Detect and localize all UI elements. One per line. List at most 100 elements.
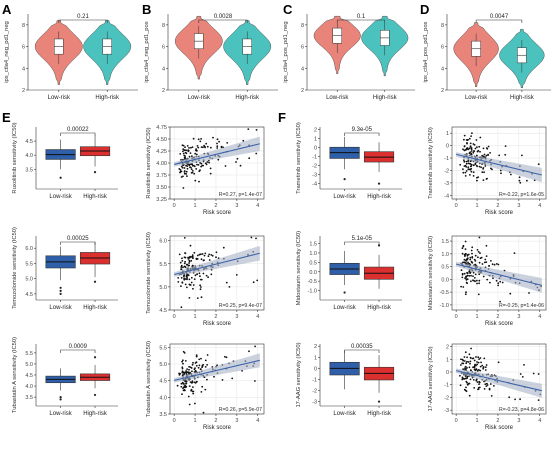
scatter-point xyxy=(504,145,507,148)
scatter-point xyxy=(195,257,198,260)
x-tick-label: High-risk xyxy=(83,305,108,311)
y-tick-label: 0.5 xyxy=(309,260,317,266)
box-panel-F3: -1.0 -0.5 0.0 0.5 1.0 1.5 Midostaurin sensitiv… xyxy=(296,231,402,311)
scatter-point xyxy=(478,386,481,389)
y-tick-label: 4 xyxy=(22,66,25,72)
scatter-point xyxy=(203,254,206,257)
scatter-point xyxy=(486,382,488,385)
x-axis-label: Risk score xyxy=(485,425,514,431)
scatter-point xyxy=(468,394,471,397)
scatter-point xyxy=(465,258,468,260)
scatter-point xyxy=(182,359,184,362)
scatter-point xyxy=(480,256,483,259)
scatter-point xyxy=(486,278,489,281)
scatter-point xyxy=(479,365,482,368)
scatter-point xyxy=(180,276,183,279)
scatter-point xyxy=(476,363,479,366)
y-axis-label: Midostaurin sensitivity (IC50) xyxy=(428,236,434,310)
scatter-point xyxy=(191,264,194,267)
scatter-point xyxy=(470,135,472,138)
scatter-point xyxy=(208,253,211,256)
scatter-point xyxy=(484,165,487,167)
scatter-point xyxy=(188,297,191,299)
scatter-point xyxy=(184,384,187,387)
scatter-point xyxy=(489,383,492,385)
scatter-point xyxy=(186,368,189,370)
scatter-point xyxy=(532,372,535,375)
scatter-point xyxy=(255,129,258,131)
scatter-point xyxy=(206,354,209,356)
y-axis-label: 17-AAG sensitivity (IC50) xyxy=(296,342,302,407)
significance-bracket xyxy=(475,19,523,23)
y-axis-label: ips_ctla4_pos_pd1_pos xyxy=(423,21,429,82)
plot-frame xyxy=(451,343,547,415)
scatter-point xyxy=(463,160,466,163)
scatter-point xyxy=(193,251,196,254)
y-axis-label: ips_ctla4_neg_pd1_pos xyxy=(144,21,150,82)
scatter-point xyxy=(198,180,200,183)
scatter-point xyxy=(236,157,239,160)
scatter-point xyxy=(468,366,471,369)
x-tick-label: 4 xyxy=(538,418,541,424)
scatter-point xyxy=(222,246,225,249)
scatter-point xyxy=(181,260,184,262)
scatter-point xyxy=(184,266,187,268)
scatter-point xyxy=(212,136,214,139)
scatter-point xyxy=(469,272,471,274)
scatter-point xyxy=(485,154,488,157)
scatter-point xyxy=(466,381,468,384)
scatter-point xyxy=(466,142,468,145)
scatter-point xyxy=(487,145,490,148)
scatter-point xyxy=(460,358,462,361)
scatter-point xyxy=(470,165,472,168)
scatter-point xyxy=(464,171,467,174)
x-tick-label: 4 xyxy=(538,203,541,209)
scatter-point xyxy=(499,300,501,303)
scatter-point xyxy=(194,274,197,277)
regression-line xyxy=(174,252,260,276)
scatter-point xyxy=(500,172,502,175)
p-value-label: 5.1e-05 xyxy=(352,236,373,242)
scatter-point xyxy=(188,365,191,368)
y-tick-label: -4 xyxy=(444,193,449,199)
scatter-point xyxy=(470,167,473,170)
scatter-point xyxy=(182,389,185,392)
scatter-point xyxy=(464,377,467,380)
scatter-point xyxy=(499,280,502,283)
scatter-point xyxy=(461,276,464,279)
scatter-point xyxy=(459,163,462,166)
significance-bracket xyxy=(344,132,380,136)
scatter-point xyxy=(472,279,474,282)
panel-letter-C: C xyxy=(283,2,293,17)
scatter-point xyxy=(193,165,196,168)
scatter-point xyxy=(183,149,186,152)
scatter-point xyxy=(190,276,193,279)
scatter-panel-E4: 4.5 5.0 5.5 6.0 Temozolomide sensitivity (IC… xyxy=(146,232,265,327)
scatter-point xyxy=(462,368,464,370)
x-tick-label: Low-risk xyxy=(49,305,72,311)
y-tick-label: 2 xyxy=(441,88,444,94)
scatter-point xyxy=(195,361,198,364)
x-tick-label: 0 xyxy=(173,418,176,424)
scatter-point xyxy=(521,376,524,378)
scatter-point xyxy=(459,374,461,377)
scatter-point xyxy=(196,273,199,276)
scatter-point xyxy=(187,395,190,398)
y-tick-label: -4 xyxy=(312,182,317,188)
scatter-point xyxy=(191,164,194,167)
scatter-point xyxy=(181,282,184,284)
panel-letter-D: D xyxy=(420,2,429,17)
scatter-point xyxy=(463,159,465,162)
scatter-point xyxy=(209,172,212,175)
scatter-point xyxy=(188,262,191,264)
scatter-point xyxy=(191,155,193,158)
scatter-point xyxy=(185,382,187,385)
scatter-point xyxy=(463,261,466,264)
scatter-point xyxy=(461,247,464,250)
correlation-annotation: R=0.26, p=5.9e-07 xyxy=(219,407,262,413)
scatter-point xyxy=(473,368,476,371)
significance-bracket xyxy=(58,19,108,23)
scatter-point xyxy=(464,255,466,257)
scatter-point xyxy=(478,273,481,276)
scatter-point xyxy=(461,273,464,276)
